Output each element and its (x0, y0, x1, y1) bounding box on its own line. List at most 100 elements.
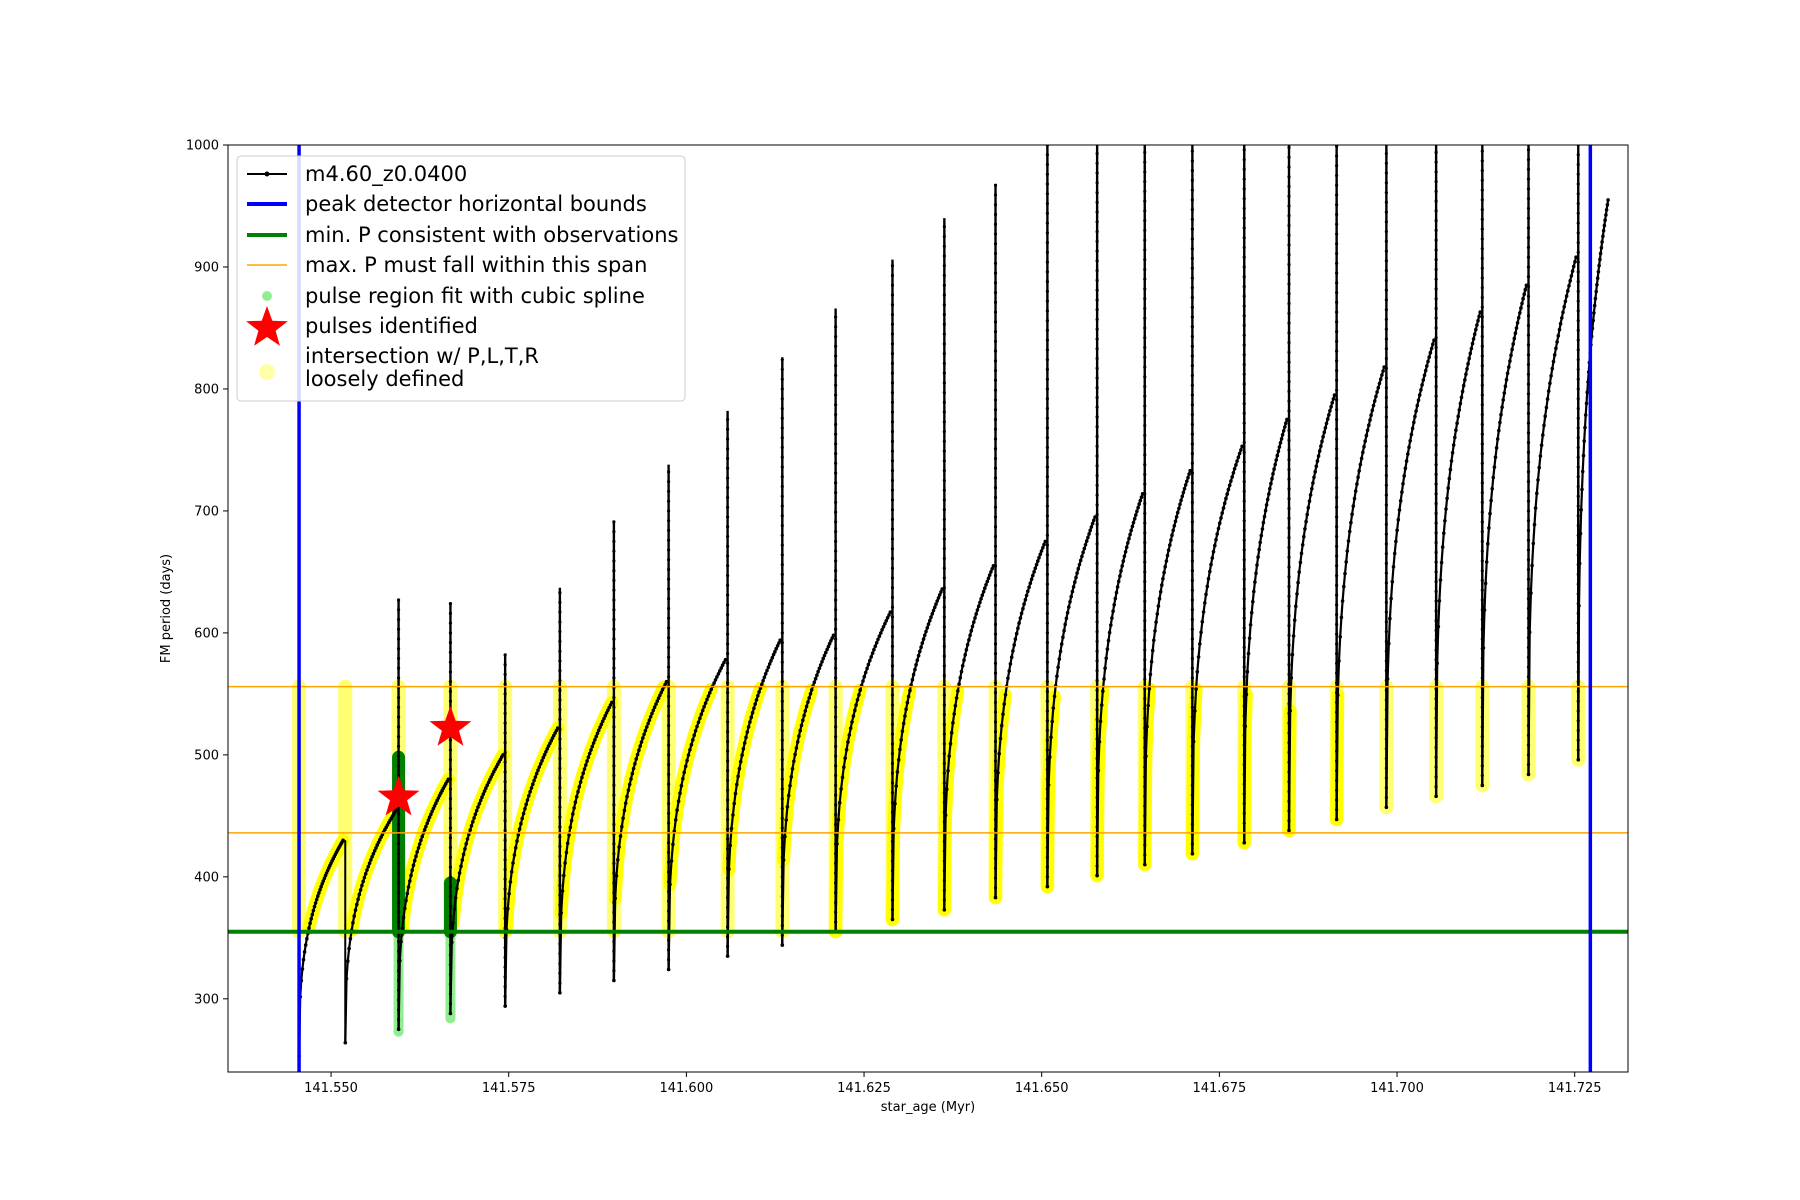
track-spike-dot (834, 627, 838, 631)
track-spike-dot (1045, 572, 1049, 576)
track-spike-dot (780, 680, 784, 684)
track-point (396, 1027, 401, 1032)
track-point (1402, 474, 1406, 478)
track-spike-dot (1095, 220, 1099, 224)
track-point (451, 921, 455, 925)
track-spike-dot (1480, 578, 1484, 583)
track-spike-dot (1335, 369, 1339, 373)
track-point (888, 610, 893, 614)
track-point (1602, 223, 1607, 228)
track-spike-dot (780, 816, 784, 820)
track-point (746, 725, 751, 729)
track-spike-dot (834, 500, 838, 504)
track-spike-dot (1526, 548, 1531, 552)
track-point (1527, 630, 1532, 634)
track-point (1533, 506, 1538, 510)
track-spike-dot (780, 650, 784, 655)
track-spike-dot (1287, 340, 1291, 345)
track-point (770, 655, 775, 660)
track-spike-dot (993, 671, 998, 675)
track-point (405, 891, 410, 896)
track-point (1446, 486, 1450, 490)
track-spike-dot (1143, 384, 1147, 389)
track-spike-dot (612, 676, 616, 680)
track-spike-dot (1287, 653, 1291, 657)
track-point (1503, 384, 1508, 389)
track-spike-dot (1095, 561, 1099, 565)
track-spike-dot (1095, 200, 1099, 204)
track-point (1389, 596, 1393, 601)
track-point (1460, 389, 1465, 394)
track-spike-dot (1045, 328, 1049, 332)
track-point (1577, 561, 1582, 566)
track-point (803, 709, 808, 713)
track-spike-dot (780, 582, 784, 586)
track-spike-dot (667, 489, 671, 494)
track-spike-dot (1576, 182, 1580, 186)
track-point (873, 644, 878, 648)
track-spike-dot (780, 436, 784, 440)
track-point (1457, 408, 1462, 412)
track-spike-dot (1045, 602, 1049, 606)
track-point (1459, 395, 1464, 400)
track-point (1522, 292, 1526, 297)
track-point (981, 589, 986, 594)
track-spike-dot (834, 364, 838, 368)
track-point (1408, 439, 1412, 443)
track-spike-dot (667, 548, 671, 552)
track-spike-dot (780, 533, 784, 537)
track-spike-dot (667, 763, 671, 767)
track-spike-dot (1384, 239, 1388, 243)
track-spike-dot (1143, 716, 1147, 720)
track-point (968, 633, 972, 638)
track-spike-dot (942, 673, 946, 678)
track-point (1029, 577, 1034, 582)
track-spike-dot (1434, 189, 1438, 193)
track-spike-dot (1434, 599, 1438, 603)
track-point (1337, 659, 1341, 663)
track-spike-dot (1287, 301, 1291, 306)
track-point (1539, 443, 1544, 448)
track-point (1268, 486, 1272, 491)
track-point (1302, 534, 1306, 539)
track-point (1205, 584, 1210, 589)
track-point (946, 769, 950, 773)
track-point (817, 666, 822, 671)
track-point (590, 744, 595, 749)
track-point (586, 755, 591, 759)
track-spike-dot (1434, 179, 1438, 184)
track-point (1546, 389, 1551, 393)
track-point (1087, 532, 1091, 536)
track-point (417, 842, 422, 846)
track-spike-dot (1095, 356, 1099, 361)
track-spike-dot (1143, 326, 1147, 330)
track-spike-dot (1335, 261, 1339, 265)
track-spike-dot (834, 725, 838, 729)
track-spike-dot (890, 703, 895, 707)
track-point (507, 892, 511, 896)
track-spike-dot (558, 747, 562, 751)
track-spike-dot (1045, 280, 1049, 284)
track-point (737, 766, 742, 771)
track-point (1178, 502, 1182, 507)
track-point (1148, 672, 1153, 677)
track-spike-dot (667, 792, 671, 796)
track-spike-dot (1287, 409, 1291, 413)
track-spike-dot (448, 855, 453, 859)
track-spike-dot (725, 837, 730, 841)
track-spike-dot (667, 753, 671, 757)
track-spike-dot (1335, 145, 1339, 148)
track-point (1530, 563, 1534, 568)
track-spike-dot (667, 665, 671, 669)
track-point (1331, 397, 1336, 401)
track-point (1036, 559, 1040, 563)
track-spike-dot (1384, 190, 1388, 195)
track-point (1550, 366, 1555, 371)
track-spike-dot (1242, 489, 1246, 494)
track-spike-dot (667, 616, 671, 620)
track-spike-dot (1335, 632, 1339, 636)
track-point (1482, 608, 1487, 612)
track-point (1346, 539, 1351, 543)
track-spike-dot (890, 449, 895, 453)
track-spike-dot (1242, 450, 1246, 454)
